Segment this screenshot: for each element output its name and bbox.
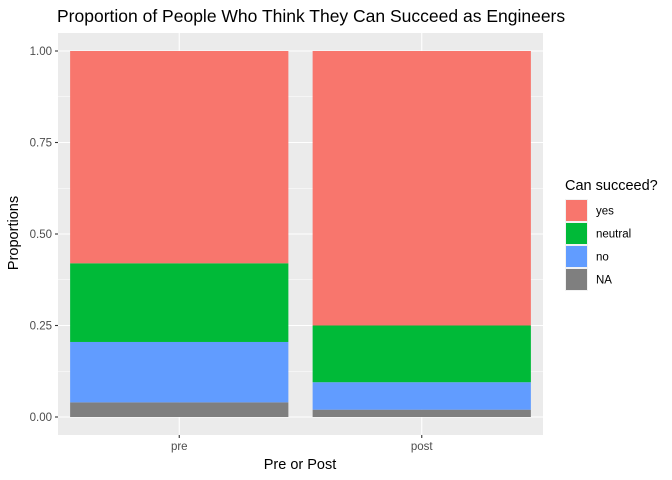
legend-label-no: no <box>596 252 609 264</box>
y-tick-label: 0.25 <box>30 321 52 333</box>
y-tick-label: 0.00 <box>30 412 52 424</box>
bar-segment-post-yes <box>312 51 531 326</box>
y-tick-label: 0.50 <box>30 229 52 241</box>
x-tick-label: pre <box>171 441 188 453</box>
bar-segment-pre-yes <box>70 51 289 264</box>
bar-segment-post-na <box>312 409 531 417</box>
legend-title: Can succeed? <box>565 178 658 194</box>
bar-segment-pre-no <box>70 341 289 403</box>
legend-swatch-neutral <box>566 223 587 244</box>
legend-swatch-na <box>566 269 587 290</box>
legend-label-neutral: neutral <box>596 229 631 241</box>
bar-segment-post-neutral <box>312 325 531 383</box>
legend: Can succeed? yes neutral no NA <box>565 178 658 291</box>
y-tick-label: 0.75 <box>30 138 52 150</box>
legend-swatch-no <box>566 246 587 267</box>
x-tick-label: post <box>411 441 434 453</box>
x-axis: pre post <box>171 435 433 453</box>
bar-segment-post-no <box>312 382 531 410</box>
y-axis: 0.00 0.25 0.50 0.75 1.00 <box>30 46 58 424</box>
y-axis-title: Proportions <box>6 196 22 270</box>
bar-segment-pre-na <box>70 402 289 417</box>
legend-label-na: NA <box>596 275 612 287</box>
bar-segment-pre-neutral <box>70 263 289 342</box>
legend-swatch-yes <box>566 200 587 221</box>
bars-layer <box>70 51 531 417</box>
x-axis-title: Pre or Post <box>264 457 337 473</box>
legend-label-yes: yes <box>596 206 614 218</box>
chart-title: Proportion of People Who Think They Can … <box>57 6 565 26</box>
y-tick-label: 1.00 <box>30 46 52 58</box>
